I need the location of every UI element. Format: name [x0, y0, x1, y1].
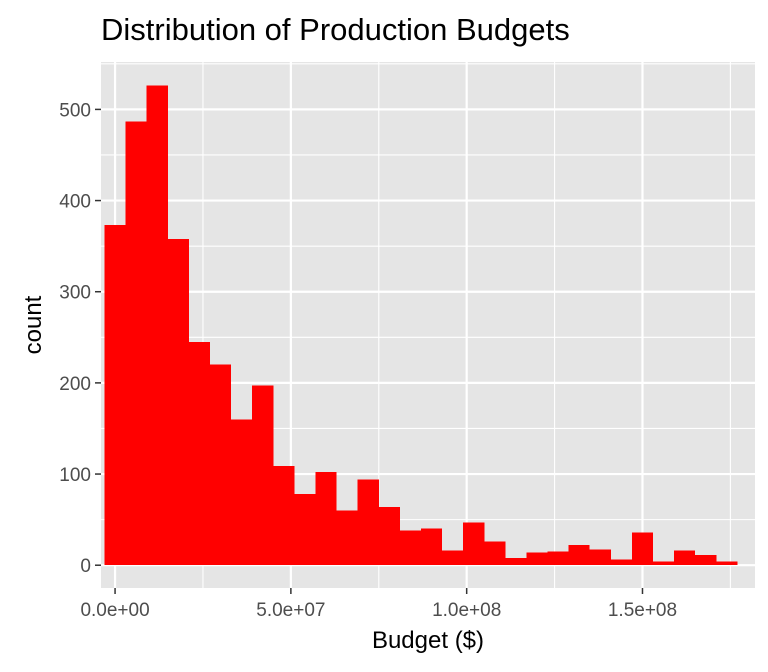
- histogram-bar: [357, 479, 379, 566]
- histogram-bar: [526, 552, 548, 566]
- y-tick-label: 300: [59, 283, 91, 304]
- histogram-bar: [484, 541, 506, 566]
- histogram-bar: [716, 561, 738, 566]
- histogram-bar: [631, 532, 654, 566]
- histogram-bar: [210, 364, 232, 566]
- histogram-bar: [568, 545, 590, 566]
- y-tick-label: 0: [80, 556, 91, 577]
- histogram-bar: [589, 549, 611, 566]
- histogram-bar: [188, 341, 210, 566]
- y-axis: 0 100 200 300 400 500: [59, 100, 101, 577]
- y-axis-title: count: [20, 295, 47, 354]
- histogram-bar: [463, 522, 485, 566]
- histogram-bar: [315, 472, 337, 566]
- histogram-bar: [125, 121, 147, 566]
- y-tick-label: 100: [59, 465, 91, 486]
- histogram-bar: [547, 551, 569, 566]
- y-tick-label: 400: [59, 192, 91, 213]
- histogram-bar: [378, 506, 400, 566]
- histogram-bar: [653, 561, 675, 566]
- histogram-bar: [104, 225, 126, 566]
- histogram-bar: [674, 550, 696, 566]
- histogram-bar: [610, 559, 632, 566]
- x-tick-label: 5.0e+07: [256, 600, 325, 621]
- histogram-bar: [294, 494, 316, 566]
- histogram-bar: [505, 557, 527, 566]
- y-tick-label: 500: [59, 100, 91, 121]
- histogram-bar: [336, 510, 358, 566]
- x-tick-label: 1.5e+08: [608, 600, 677, 621]
- histogram-bar: [695, 555, 717, 566]
- histogram-bar: [273, 465, 295, 566]
- histogram-bar: [420, 528, 443, 566]
- histogram-bar: [231, 419, 253, 566]
- chart-title: Distribution of Production Budgets: [101, 12, 570, 47]
- y-tick-label: 200: [59, 374, 91, 395]
- x-axis: 0.0e+00 5.0e+07 1.0e+08 1.5e+08: [80, 588, 677, 621]
- histogram-bar: [146, 85, 168, 566]
- histogram-bar: [252, 385, 274, 566]
- x-axis-title: Budget ($): [372, 627, 484, 654]
- x-tick-label: 1.0e+08: [432, 600, 501, 621]
- histogram-bars: [104, 85, 738, 566]
- x-tick-label: 0.0e+00: [80, 600, 149, 621]
- histogram-bar: [167, 238, 189, 566]
- histogram-bar: [399, 530, 421, 566]
- histogram-bar: [442, 550, 464, 566]
